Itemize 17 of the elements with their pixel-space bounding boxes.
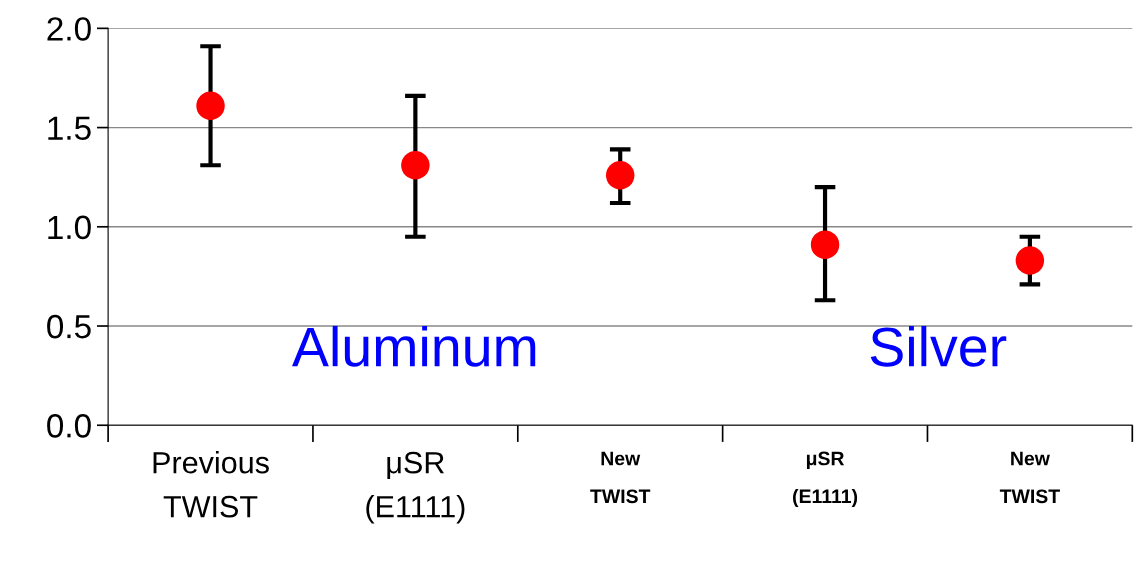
category-label: New TWIST [590,451,651,504]
y-tick-label: 1.0 [48,215,91,240]
category-label: New TWIST [999,451,1060,504]
point [810,230,840,259]
point [401,151,430,180]
annotation: Aluminum [291,325,536,367]
x-tick-label: Previous TWIST [153,451,269,518]
point [1015,246,1045,275]
x-tick-label: μSR (E1111) [366,451,465,524]
annotation: Silver [870,325,1007,367]
y-tick-label: 0.5 [47,314,91,339]
point [196,91,225,120]
y-tick-label: 1.5 [48,116,91,140]
point [605,160,635,190]
y-tick-label: 2.0 [47,17,91,41]
y-tick-label: 0.0 [47,414,91,438]
x-tick-label: μSR (E1111) [793,451,858,508]
